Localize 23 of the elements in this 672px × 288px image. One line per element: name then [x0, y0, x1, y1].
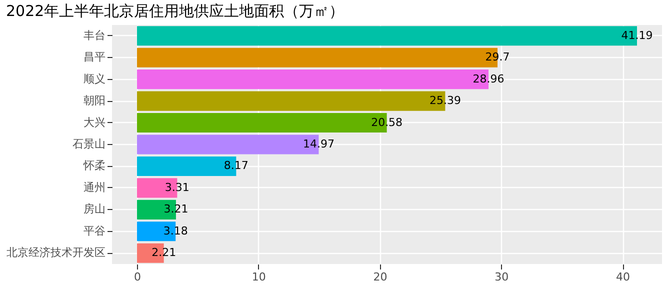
y-tick-label: 平谷	[84, 224, 106, 238]
y-tick-label: 丰台	[84, 28, 106, 42]
y-tick-label: 顺义	[84, 72, 106, 86]
data-label: 2.21	[152, 246, 176, 260]
x-tick-label: 40	[616, 270, 630, 284]
x-tick-label: 20	[373, 270, 388, 284]
x-tick-label: 30	[494, 270, 509, 284]
data-label: 3.21	[164, 202, 188, 216]
y-tick-label: 石景山	[72, 138, 106, 150]
y-tick-label: 怀柔	[82, 159, 106, 172]
data-label: 14.97	[302, 138, 334, 150]
y-tick-label: 大兴	[84, 116, 106, 129]
y-tick-label: 房山	[84, 202, 106, 216]
y-tick-label: 昌平	[84, 50, 106, 64]
y-tick-label: 北京经济技术开发区	[6, 246, 106, 260]
data-label: 25.39	[429, 94, 461, 108]
chart-title: 2022年上半年北京居住用地供应土地面积（万㎡）	[6, 2, 344, 20]
data-label: 3.31	[164, 180, 190, 194]
x-tick-label: 0	[134, 270, 142, 284]
data-label: 28.96	[472, 72, 504, 86]
y-tick-label: 朝阳	[84, 94, 106, 108]
x-tick-label: 10	[252, 270, 266, 284]
y-tick-label: 通州	[84, 180, 106, 194]
